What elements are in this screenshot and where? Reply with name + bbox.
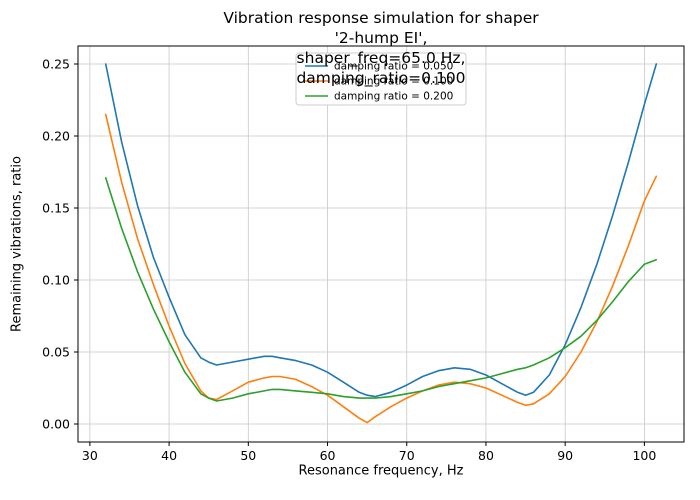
x-axis-label: Resonance frequency, Hz	[298, 463, 464, 479]
legend-label-damping-0.100: damping ratio = 0.100	[334, 76, 453, 88]
y-tick-label: 0.05	[42, 345, 70, 360]
x-tick-label: 50	[240, 448, 256, 463]
series-line-damping-0.100	[104, 113, 658, 424]
chart-title: Vibration response simulation for shaper…	[223, 9, 539, 88]
legend-label-damping-0.050: damping ratio = 0.050	[334, 61, 453, 73]
y-tick-label: 0.25	[42, 57, 70, 72]
series-line-damping-0.200	[104, 177, 658, 402]
x-tick-label: 100	[632, 448, 656, 463]
series-line-damping-0.050	[104, 63, 658, 398]
x-tick-label: 70	[399, 448, 415, 463]
x-tick-label: 30	[82, 448, 98, 463]
y-tick-label: 0.20	[42, 129, 70, 144]
legend-label-damping-0.200: damping ratio = 0.200	[334, 91, 453, 103]
y-tick-label: 0.10	[42, 273, 70, 288]
x-tick-label: 90	[557, 448, 573, 463]
x-tick-label: 60	[320, 448, 336, 463]
x-tick-label: 80	[478, 448, 494, 463]
x-tick-label: 40	[161, 448, 177, 463]
y-tick-label: 0.15	[42, 201, 70, 216]
axes-frame	[77, 45, 685, 443]
y-tick-label: 0.00	[42, 417, 70, 432]
legend-box	[295, 52, 467, 106]
y-axis-label: Remaining vibrations, ratio	[9, 156, 25, 332]
